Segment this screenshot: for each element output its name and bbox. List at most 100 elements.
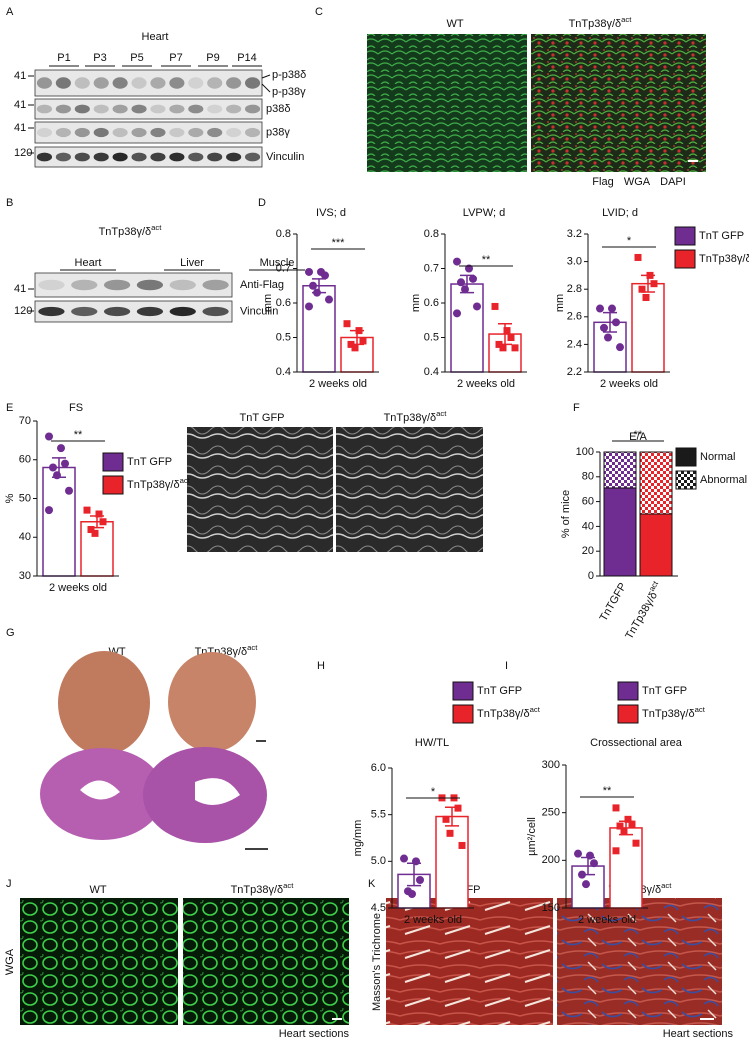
legend-swatch (674, 226, 696, 246)
panel-letter: B (6, 197, 13, 209)
legend-name: Abnormal (700, 474, 747, 486)
caption: Heart sections (663, 1028, 734, 1040)
y-axis-label: % (4, 493, 16, 503)
blot-strip (34, 300, 233, 323)
blot-band (131, 77, 147, 89)
x-axis-label: 2 weeks old (309, 378, 367, 390)
blot-band (188, 127, 204, 138)
data-point (491, 302, 499, 310)
legend-label: TnT GFP (642, 685, 687, 697)
y-axis-label: mg/mm (352, 820, 364, 857)
legend-name-sup: act (530, 705, 541, 714)
blot-band (136, 306, 164, 317)
if-image (367, 34, 527, 172)
blot-band (112, 152, 128, 162)
blot-band (93, 152, 109, 162)
legend-name: Normal (700, 451, 735, 463)
row-connector (261, 74, 271, 79)
data-point (646, 271, 654, 279)
blot-band (226, 152, 242, 162)
blot-strip (34, 98, 263, 120)
y-tick-label: 0.6 (276, 297, 291, 309)
data-point (321, 271, 329, 280)
data-point (616, 343, 624, 352)
y-tick-label: 150 (542, 902, 560, 914)
data-point (347, 340, 355, 348)
side-label: Masson's Trichrome (371, 913, 383, 1011)
blot-strip (34, 272, 233, 298)
y-tick-label: 3.2 (567, 228, 582, 240)
side-label: WGA (4, 948, 16, 975)
x-axis-label: 2 weeks old (49, 582, 107, 594)
data-point (453, 309, 461, 318)
blot-band (93, 77, 109, 89)
blot-band (226, 104, 242, 114)
row-label: Vinculin (240, 305, 278, 317)
data-point (590, 859, 598, 868)
y-tick-label: 100 (576, 446, 594, 458)
data-point (578, 870, 586, 879)
y-tick-label: 3.0 (567, 256, 582, 268)
y-tick-label: 200 (542, 854, 560, 866)
legend-name: TnT GFP (699, 230, 744, 242)
data-point (53, 471, 61, 480)
group-label: Muscle (260, 257, 295, 269)
blot-band (169, 127, 185, 138)
blot-strip (34, 121, 263, 144)
blot-band (207, 152, 223, 162)
y-tick-label: 70 (19, 415, 31, 427)
legend-label: TnT GFP (699, 230, 744, 242)
row-label: Anti-Flag (240, 279, 284, 291)
image-label-base: TnTp38γ/δ (384, 412, 437, 424)
legend-name-sup: act (180, 476, 191, 485)
data-point (574, 849, 582, 858)
image-label-base: TnTp38γ/δ (569, 18, 622, 30)
image-label: TnT GFP (239, 412, 284, 424)
data-point (313, 288, 321, 297)
mw-label: 120 (14, 147, 32, 159)
stain-label: WGA (624, 176, 651, 188)
bar (450, 283, 484, 373)
y-tick-label: 250 (542, 807, 560, 819)
data-point (95, 510, 103, 518)
wga-image (20, 898, 178, 1025)
legend-swatch (452, 681, 474, 701)
blot-band (55, 127, 71, 138)
panel-letter: K (368, 878, 376, 890)
chart-title: IVS; d (316, 207, 346, 219)
scale-bar (688, 160, 698, 162)
legend-swatch (617, 704, 639, 724)
data-point (65, 486, 73, 495)
heart-image (168, 652, 256, 752)
y-tick-label: 2.8 (567, 283, 582, 295)
lane-label: P9 (206, 52, 219, 64)
blot-band (74, 152, 90, 162)
y-tick-label: 20 (582, 545, 594, 557)
echo-image (336, 427, 483, 552)
data-point (408, 890, 416, 898)
data-point (458, 841, 466, 849)
data-point (495, 340, 503, 348)
row-label: p-p38γ (272, 86, 306, 98)
y-axis-label: % of mice (560, 490, 572, 538)
blot-band (74, 127, 90, 138)
data-point (416, 876, 424, 884)
blot-band (150, 104, 166, 114)
legend-label: TnTp38γ/δact (477, 705, 541, 720)
y-tick-label: 40 (19, 531, 31, 543)
blot-band (55, 77, 71, 89)
data-point (355, 327, 363, 335)
lane-label: P14 (237, 52, 257, 64)
data-point (57, 444, 65, 453)
data-point (632, 839, 640, 847)
data-point (343, 320, 351, 328)
chart-title: LVPW; d (463, 207, 505, 219)
blot-band (71, 306, 98, 317)
blot-band (226, 127, 242, 138)
data-point (49, 463, 57, 472)
mw-label: 120 (14, 305, 32, 317)
x-axis-label: 2 weeks old (404, 914, 462, 926)
data-point (325, 295, 333, 304)
data-point (453, 257, 461, 266)
